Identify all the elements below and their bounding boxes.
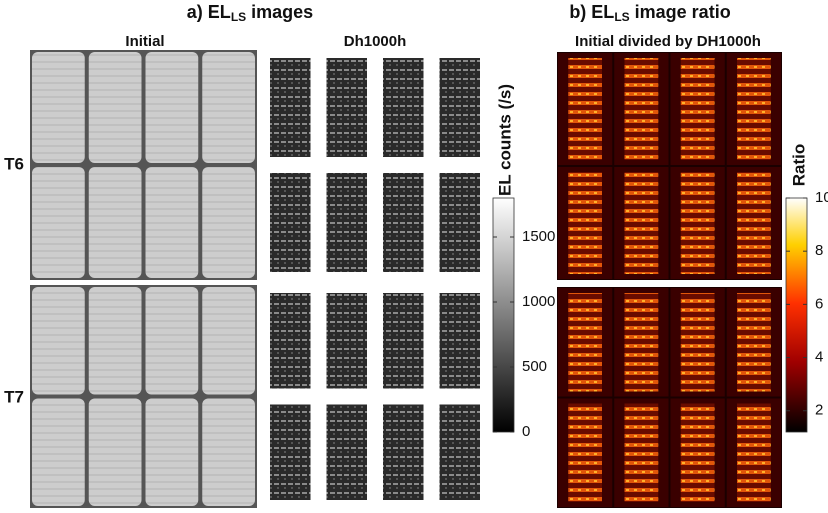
cell-core (680, 172, 715, 274)
cell-core (737, 58, 771, 160)
cell (270, 404, 311, 500)
cell (383, 173, 424, 272)
cell-core (624, 403, 659, 502)
cell (439, 58, 480, 157)
title-main: b) EL (569, 2, 614, 22)
cell (383, 293, 424, 389)
cell (326, 58, 367, 157)
cell (32, 287, 85, 395)
panel-a-title: a) ELLS images (187, 2, 313, 24)
cell-core (568, 172, 602, 274)
cell (202, 287, 255, 395)
subtitle: Initial divided by DH1000h (575, 33, 761, 50)
cell (439, 173, 480, 272)
colorbar-tick-label: 4 (815, 349, 823, 366)
cell (88, 52, 142, 163)
cell-core (737, 403, 771, 502)
colorbar-tick-label: 1000 (522, 293, 555, 310)
title-rest: image ratio (630, 2, 731, 22)
colorbar-tick-label: 2 (815, 402, 823, 419)
cell (439, 404, 480, 500)
cell-core (568, 58, 602, 160)
colorbar-tick-label: 500 (522, 358, 547, 375)
cell-core (737, 293, 771, 392)
cell (326, 173, 367, 272)
cell (326, 404, 367, 500)
colorbar (492, 197, 515, 433)
cell-core (568, 403, 602, 502)
column-label: Initial (125, 33, 164, 50)
cell (202, 398, 255, 506)
cell (145, 52, 199, 163)
title-sub: LS (231, 10, 246, 24)
colorbar-tick-label: 0 (522, 423, 530, 440)
colorbar-label: Ratio (789, 144, 808, 187)
row-label: T7 (4, 387, 24, 406)
row-label: T6 (4, 154, 24, 173)
title-main: a) EL (187, 2, 231, 22)
cell (270, 58, 311, 157)
cell (270, 173, 311, 272)
cell (202, 52, 255, 163)
cell-core (624, 58, 659, 160)
colorbar-tick-label: 10 (815, 189, 828, 206)
cell (202, 167, 255, 278)
colorbar-label: EL counts (/s) (495, 84, 514, 196)
cell (145, 167, 199, 278)
cell-core (624, 293, 659, 392)
cell (32, 52, 85, 163)
cell (88, 287, 142, 395)
cell-core (680, 403, 715, 502)
cell-core (680, 293, 715, 392)
cell (383, 58, 424, 157)
cell-core (680, 58, 715, 160)
colorbar-tick-label: 6 (815, 295, 823, 312)
images (30, 50, 782, 508)
colorbar-tick-label: 8 (815, 242, 823, 259)
cell (145, 287, 199, 395)
title-rest: images (246, 2, 313, 22)
cell (326, 293, 367, 389)
cell (145, 398, 199, 506)
cell (88, 167, 142, 278)
colorbar-tick-label: 1500 (522, 228, 555, 245)
cell (32, 398, 85, 506)
cell-core (737, 172, 771, 274)
cell-core (624, 172, 659, 274)
panel-b-title: b) ELLS image ratio (569, 2, 730, 24)
cell-core (568, 293, 602, 392)
cell (32, 167, 85, 278)
cell (88, 398, 142, 506)
cell (270, 293, 311, 389)
cell (439, 293, 480, 389)
column-label: Dh1000h (344, 33, 407, 50)
title-sub: LS (614, 10, 629, 24)
colorbar (785, 197, 808, 433)
cell (383, 404, 424, 500)
